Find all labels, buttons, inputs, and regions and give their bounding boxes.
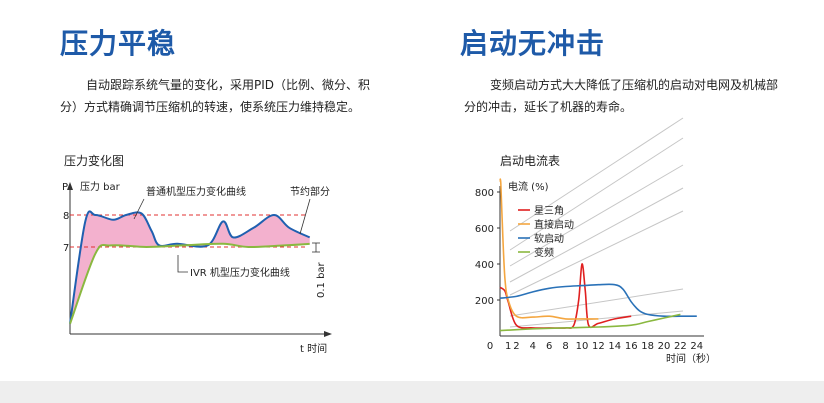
legend-label-3: 变频 <box>534 246 554 259</box>
startup-heading: 启动无冲击 <box>460 27 606 60</box>
current-x-tick-0: 0 <box>487 341 493 352</box>
legend-label-1: 直接启动 <box>534 218 574 231</box>
current-y-tick-800: 800 <box>475 188 494 199</box>
current-x-tick-20: 20 <box>658 341 671 352</box>
guide-line-0 <box>509 210 684 296</box>
footer-band <box>0 381 824 403</box>
pressure-panel: 压力平稳 自动跟踪系统气量的变化，采用PID（比例、微分、积分）方式精确调节压缩… <box>0 0 412 380</box>
current-y-tick-400: 400 <box>475 260 494 271</box>
pressure-chart-title: 压力变化图 <box>64 154 125 168</box>
normal-curve-label: 普通机型压力变化曲线 <box>146 185 246 198</box>
savings-fill <box>70 211 310 324</box>
current-y-label: 电流 (%) <box>508 180 549 193</box>
pressure-y-symbol: P <box>62 182 68 193</box>
current-x-tick-24: 24 <box>690 341 703 352</box>
startup-chart-title: 启动电流表 <box>500 154 561 168</box>
current-x-tick-18: 18 <box>641 341 654 352</box>
current-y-tick-200: 200 <box>475 296 494 307</box>
pressure-x-label: t 时间 <box>300 342 327 355</box>
pressure-chart: P 压力 bar 8 7 普通机型压力变化曲线 节约部分 IVR 机型压力变化曲线 0.1 b… <box>62 180 332 355</box>
series-line-3 <box>499 313 681 332</box>
pressure-tick-8: 8 <box>63 211 69 222</box>
ivr-curve-line <box>69 242 310 325</box>
legend-label-2: 软启动 <box>534 232 564 245</box>
guide-line-1 <box>509 187 684 283</box>
pressure-y-label: 压力 bar <box>80 180 121 193</box>
startup-description: 变频启动方式大大降低了压缩机的启动对电网及机械部分的冲击，延长了机器的寿命。 <box>464 78 779 114</box>
normal-label-leader <box>133 198 145 220</box>
current-x-label: 时间（秒） <box>666 352 716 365</box>
legend-label-0: 星三角 <box>534 205 564 217</box>
pressure-tick-7: 7 <box>63 243 69 254</box>
startup-panel: 启动无冲击 变频启动方式大大降低了压缩机的启动对电网及机械部分的冲击，延长了机器… <box>412 0 824 380</box>
pressure-y-arrow <box>67 182 73 190</box>
current-x-tick-16: 16 <box>625 341 638 352</box>
pressure-heading: 压力平稳 <box>60 27 177 60</box>
current-x-tick-12: 12 <box>592 341 605 352</box>
savings-label: 节约部分 <box>290 185 330 198</box>
current-x-tick-8: 8 <box>562 341 568 352</box>
series-line-0 <box>499 263 632 329</box>
ivr-curve-label: IVR 机型压力变化曲线 <box>190 266 290 279</box>
ivr-label-leader <box>177 255 188 273</box>
savings-label-leader <box>299 198 311 235</box>
guide-line-5 <box>509 288 684 317</box>
pressure-description: 自动跟踪系统气量的变化，采用PID（比例、微分、积分）方式精确调节压缩机的转速，… <box>60 78 371 114</box>
current-x-tick-2: 2 <box>513 341 519 352</box>
guide-line-3 <box>509 137 684 251</box>
series-line-1 <box>499 178 599 320</box>
series-line-2 <box>499 283 697 318</box>
current-x-tick-22: 22 <box>674 341 687 352</box>
current-x-tick-10: 10 <box>576 341 589 352</box>
current-x-tick-1: 1 <box>505 341 511 352</box>
band-label: 0.1 bar <box>316 261 327 298</box>
current-y-tick-600: 600 <box>475 224 494 235</box>
current-x-tick-4: 4 <box>530 341 536 352</box>
pressure-x-arrow <box>324 331 332 337</box>
current-x-tick-6: 6 <box>546 341 552 352</box>
current-x-tick-14: 14 <box>608 341 621 352</box>
guide-line-2 <box>509 164 684 267</box>
guide-line-4 <box>509 117 684 232</box>
